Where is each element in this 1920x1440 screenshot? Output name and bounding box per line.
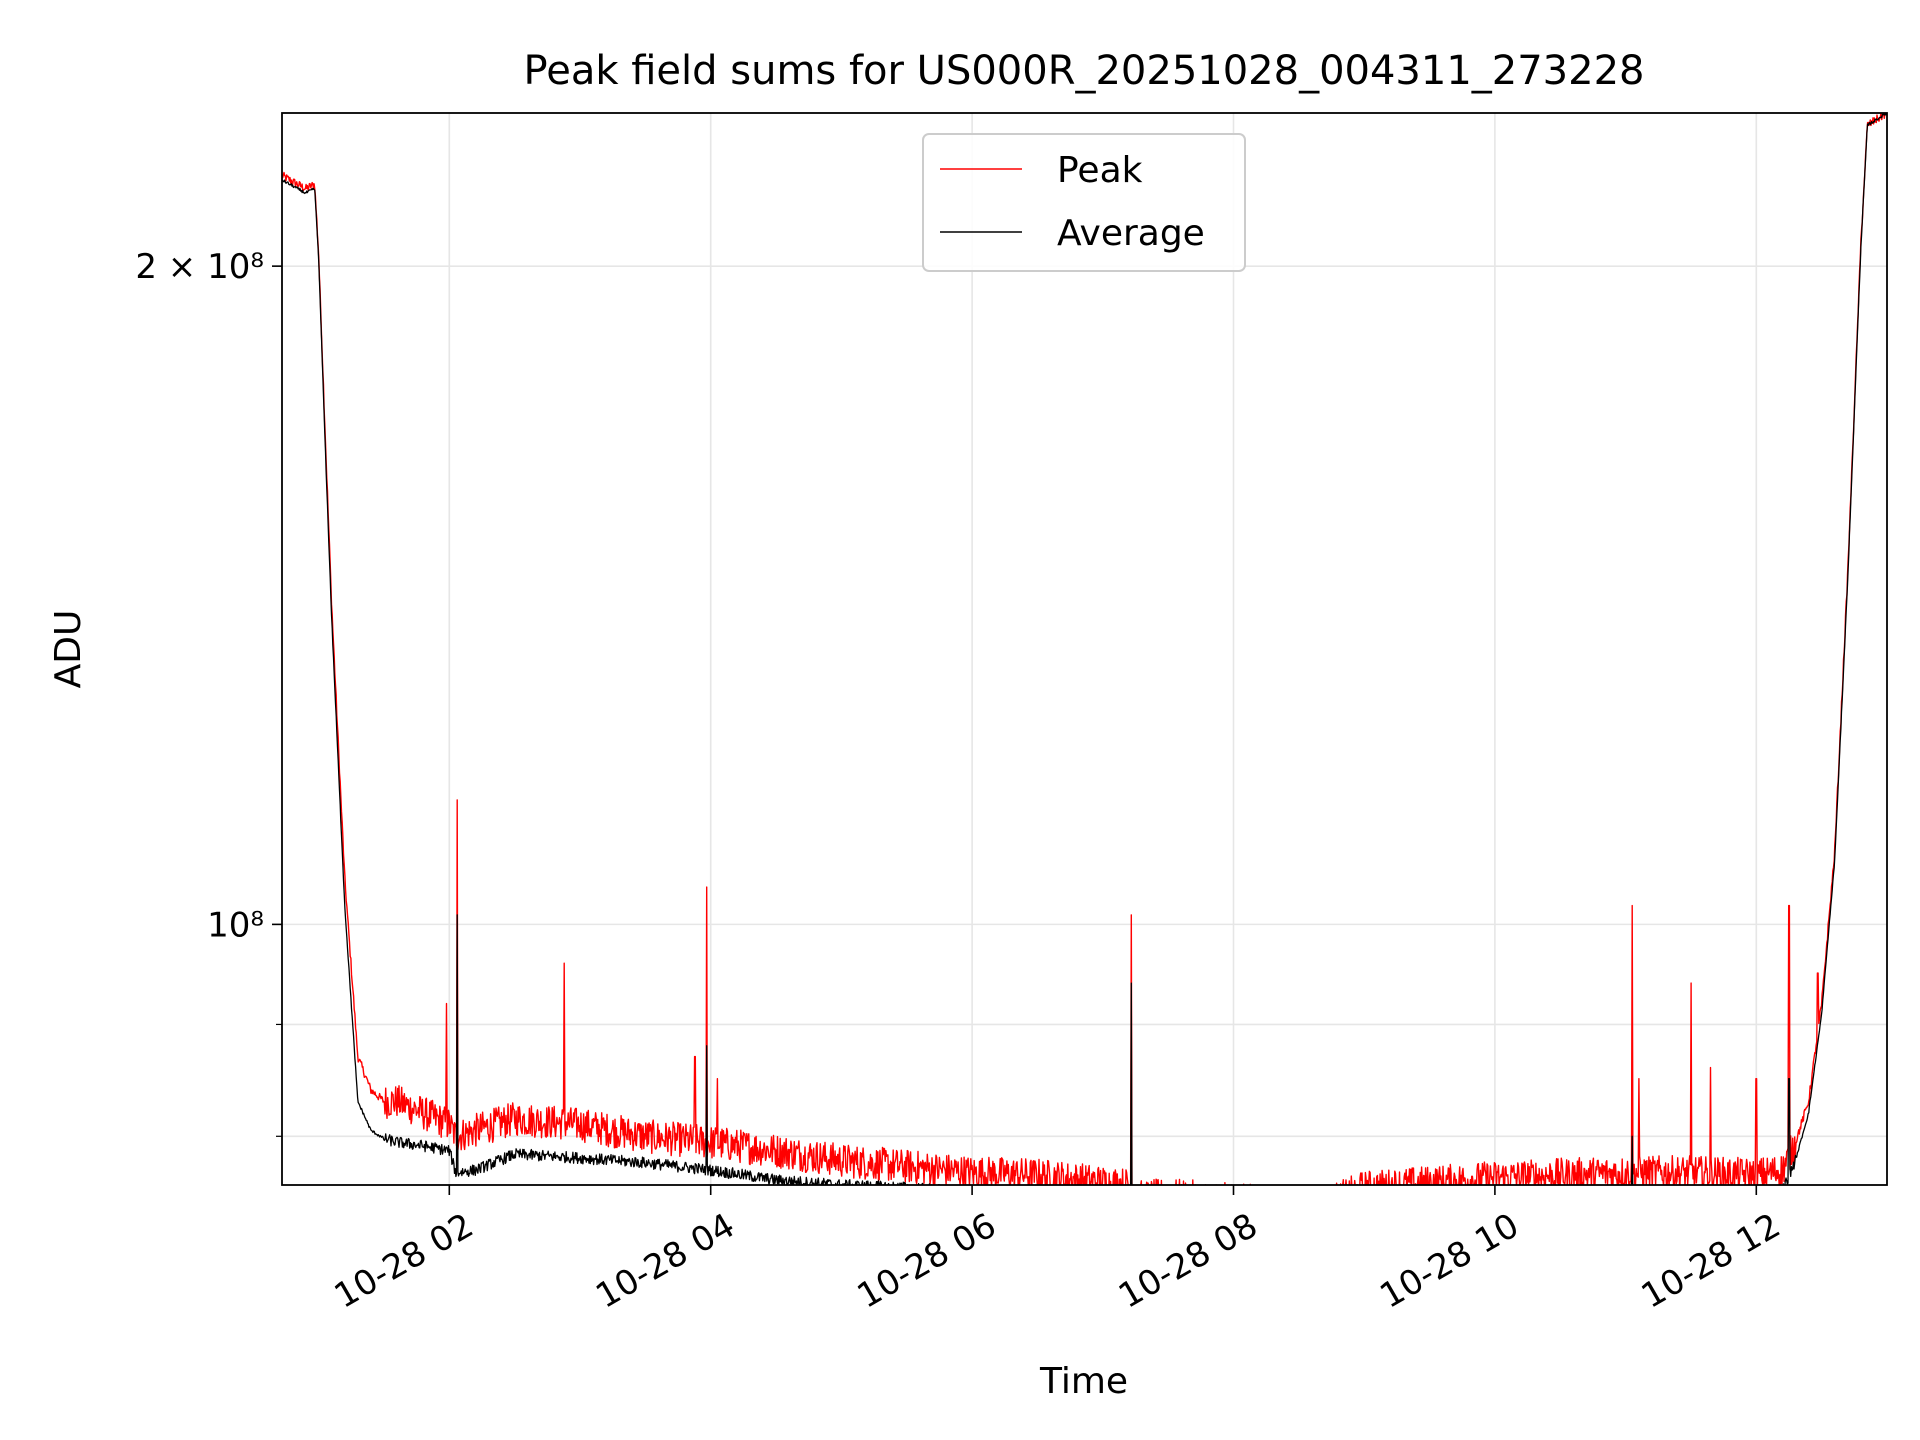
y-tick-label-1: 2 × 10⁸ — [135, 247, 264, 287]
series-line-peak — [282, 113, 1887, 1185]
y-tick-label-0: 10⁸ — [207, 905, 264, 945]
grid — [282, 113, 1887, 1185]
plot-area — [282, 113, 1887, 1185]
chart-title: Peak field sums for US000R_20251028_0043… — [524, 48, 1645, 94]
legend-peak-label: Peak — [1057, 150, 1143, 191]
y-axis: 10⁸ 2 × 10⁸ — [135, 247, 282, 1137]
series-line-average — [282, 113, 1887, 1185]
y-axis-label: ADU — [48, 610, 89, 689]
axes-frame — [281, 112, 1888, 1186]
legend-average-label: Average — [1057, 213, 1205, 254]
x-axis-label: Time — [1039, 1361, 1128, 1402]
legend: Peak Average — [922, 133, 1246, 272]
